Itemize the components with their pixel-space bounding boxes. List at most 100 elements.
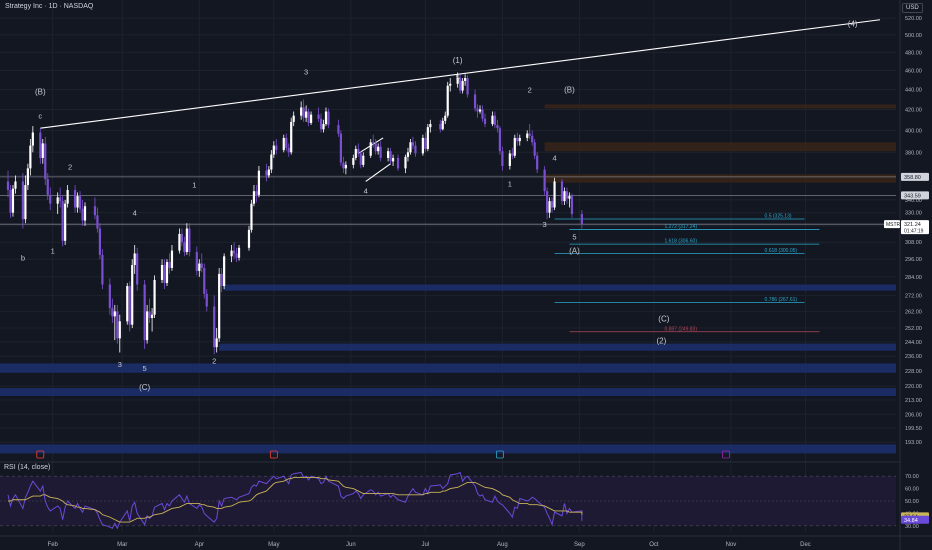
candle <box>548 197 551 218</box>
fib-level-label: 1.272 (317.24) <box>664 224 697 230</box>
fib-level-label: 0.5 (325.13) <box>765 214 792 220</box>
candle-body <box>131 265 134 325</box>
candle <box>195 246 198 276</box>
candle <box>118 314 121 353</box>
candle-body <box>414 145 417 154</box>
wave-label: 3 <box>118 360 122 369</box>
candle-body <box>183 242 186 253</box>
candle <box>473 89 477 112</box>
candle-body <box>61 201 64 241</box>
candle-body <box>73 189 77 208</box>
candle-body <box>237 247 241 258</box>
candle <box>508 150 511 170</box>
wave-label: (B) <box>564 86 575 95</box>
candle-body <box>404 156 407 169</box>
candle <box>327 108 330 129</box>
candle-body <box>496 125 499 129</box>
rsi-tick-label: 30.00 <box>905 524 919 530</box>
candle <box>476 104 479 118</box>
candle <box>302 99 305 122</box>
candle-body <box>553 181 556 208</box>
candle-body <box>322 123 325 130</box>
candle <box>98 223 102 260</box>
candle-body <box>160 265 164 280</box>
candle <box>165 259 169 287</box>
candle <box>270 150 273 174</box>
candle <box>516 132 519 146</box>
candle <box>396 154 400 171</box>
candle-body <box>39 132 42 158</box>
candle-body <box>270 154 273 170</box>
candle <box>148 298 151 323</box>
candle <box>449 78 452 92</box>
candle-body <box>391 157 395 162</box>
candle-body <box>565 191 569 199</box>
candle <box>309 111 313 126</box>
candle-body <box>501 151 504 167</box>
month-tick-label: Apr <box>195 542 204 548</box>
wave-label: c <box>38 112 42 121</box>
candle-body <box>9 189 12 213</box>
candle <box>379 141 382 162</box>
candle <box>545 187 549 220</box>
candle <box>377 143 380 155</box>
candle-body <box>461 80 464 91</box>
candle <box>444 111 447 124</box>
month-tick-label: Jun <box>346 542 356 548</box>
candle-body <box>31 132 34 146</box>
candle-body <box>563 191 566 202</box>
candle-body <box>252 191 256 204</box>
candle <box>59 187 62 208</box>
candle-body <box>396 157 400 169</box>
candle-body <box>215 338 218 348</box>
price-tick-label: 228.00 <box>905 369 922 375</box>
candle <box>230 244 233 263</box>
last-price-tag: 321.24 <box>904 222 921 228</box>
candle <box>275 139 278 155</box>
candle <box>101 249 104 290</box>
candle-body <box>83 206 87 221</box>
candle <box>250 199 253 233</box>
candle <box>96 207 99 233</box>
candle <box>307 108 310 127</box>
candle <box>553 177 556 211</box>
trendline <box>40 19 881 129</box>
candle <box>180 228 184 247</box>
candle <box>56 192 59 214</box>
candle <box>93 197 97 220</box>
wave-label: b <box>21 254 25 263</box>
candle-body <box>267 169 270 176</box>
candle <box>565 187 569 204</box>
candle-body <box>300 107 303 116</box>
candle-body <box>543 169 546 192</box>
candle <box>39 128 42 164</box>
price-zone <box>544 174 896 183</box>
candle-body <box>290 121 293 153</box>
candle-body <box>406 152 410 157</box>
currency-button[interactable]: USD <box>902 3 923 13</box>
candle-body <box>163 265 166 283</box>
candle <box>354 145 357 161</box>
candle <box>64 199 67 245</box>
candle-body <box>369 142 372 156</box>
candle <box>528 123 531 140</box>
candle-body <box>247 229 251 248</box>
candle-body <box>255 191 258 195</box>
candle-body <box>493 115 497 126</box>
ticker-tag: MSTR <box>886 222 901 228</box>
price-tick-label: 420.00 <box>905 107 922 113</box>
candle-body <box>285 137 288 148</box>
chart-title: Strategy Inc · 1D · NASDAQ <box>5 3 94 10</box>
candle <box>493 111 497 129</box>
price-tick-label: 206.00 <box>905 412 922 418</box>
candle <box>526 130 529 142</box>
candle-body <box>198 263 201 271</box>
candle <box>163 259 166 290</box>
month-tick-label: Aug <box>497 542 508 548</box>
fib-level-label: 0.618 (300.05) <box>765 248 798 254</box>
wave-label: 4 <box>133 208 137 217</box>
candle-body <box>464 78 467 81</box>
candle-body <box>101 254 104 285</box>
wave-label: (C) <box>139 383 150 392</box>
